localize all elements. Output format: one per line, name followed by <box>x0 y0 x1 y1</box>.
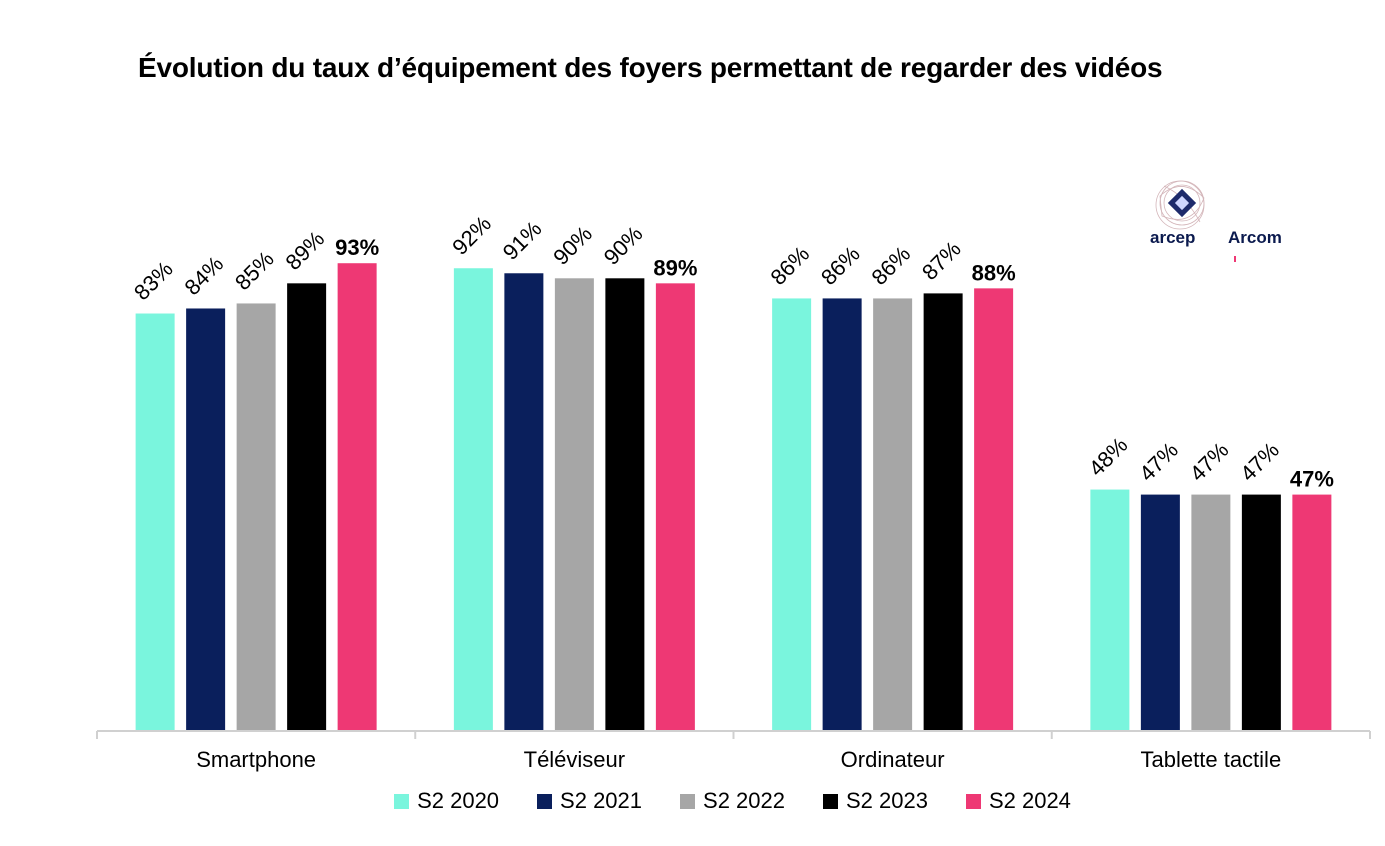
data-label: 47% <box>1235 437 1284 486</box>
bar-smartphone-s2-2020 <box>135 313 175 731</box>
legend-item: S2 2020 <box>394 788 499 814</box>
data-label: 87% <box>917 236 966 285</box>
data-label: 92% <box>447 211 496 260</box>
legend-swatch <box>537 793 553 809</box>
bar-ordinateur-s2-2022 <box>873 298 913 731</box>
arcom-logo-accent <box>1234 256 1236 262</box>
arcep-logo-text: arcep <box>1150 228 1196 247</box>
legend-swatch <box>394 793 410 809</box>
data-label: 90% <box>599 221 648 270</box>
legend-item: S2 2023 <box>822 788 928 814</box>
bars-layer <box>135 263 1332 731</box>
bar-t-l-viseur-s2-2023 <box>605 278 645 731</box>
legend-swatch <box>822 793 838 809</box>
data-label: 89% <box>653 255 697 280</box>
data-label: 91% <box>498 216 547 265</box>
legend-label: S2 2022 <box>703 788 785 813</box>
x-tick-label: Téléviseur <box>524 747 625 772</box>
bar-smartphone-s2-2022 <box>236 303 276 731</box>
data-label: 48% <box>1084 432 1133 481</box>
legend-label: S2 2023 <box>845 788 928 813</box>
x-tick-label: Ordinateur <box>841 747 945 772</box>
bar-ordinateur-s2-2023 <box>923 293 963 731</box>
data-label: 93% <box>335 235 379 260</box>
data-label: 85% <box>230 246 279 295</box>
arcep-logo-icon <box>1155 180 1205 230</box>
bar-smartphone-s2-2024 <box>337 263 377 731</box>
legend: S2 2020 S2 2021 S2 2022 S2 2023 S2 2024 <box>0 788 1385 814</box>
data-label: 84% <box>179 251 228 300</box>
legend-swatch <box>680 793 696 809</box>
legend-label: S2 2024 <box>988 788 1071 813</box>
bar-t-l-viseur-s2-2022 <box>554 278 594 731</box>
legend-item: S2 2022 <box>680 788 785 814</box>
bar-tablette-tactile-s2-2022 <box>1191 494 1231 731</box>
bar-tablette-tactile-s2-2020 <box>1090 489 1130 731</box>
bar-smartphone-s2-2023 <box>287 283 327 731</box>
bar-t-l-viseur-s2-2021 <box>504 273 544 731</box>
chart-title: Évolution du taux d’équipement des foyer… <box>138 52 1163 83</box>
legend-swatch <box>965 793 981 809</box>
data-label: 47% <box>1134 437 1183 486</box>
data-label: 86% <box>866 241 915 290</box>
data-label: 90% <box>548 221 597 270</box>
legend-label: S2 2021 <box>560 788 643 813</box>
legend-label: S2 2020 <box>417 788 500 813</box>
legend-item: S2 2021 <box>537 788 642 814</box>
bar-t-l-viseur-s2-2020 <box>453 268 493 731</box>
bar-tablette-tactile-s2-2024 <box>1292 494 1332 731</box>
data-label: 83% <box>129 256 178 305</box>
bar-smartphone-s2-2021 <box>186 308 226 731</box>
data-label: 88% <box>972 260 1016 285</box>
arcom-logo-text: Arcom <box>1228 228 1282 247</box>
legend-item: S2 2024 <box>965 788 1071 814</box>
x-tick-label: Smartphone <box>196 747 316 772</box>
bar-ordinateur-s2-2021 <box>822 298 862 731</box>
partner-logos: arcep Arcom <box>1148 176 1318 266</box>
x-axis: Smartphone Téléviseur Ordinateur Tablette t… <box>96 730 1371 772</box>
data-label: 47% <box>1290 467 1334 492</box>
data-label: 86% <box>765 241 814 290</box>
bar-ordinateur-s2-2024 <box>974 288 1014 731</box>
bar-tablette-tactile-s2-2023 <box>1241 494 1281 731</box>
bar-ordinateur-s2-2020 <box>772 298 812 731</box>
data-label: 86% <box>816 241 865 290</box>
data-label: 89% <box>280 226 329 275</box>
data-label: 47% <box>1185 437 1234 486</box>
bar-tablette-tactile-s2-2021 <box>1140 494 1180 731</box>
x-tick-label: Tablette tactile <box>1141 747 1282 772</box>
bar-t-l-viseur-s2-2024 <box>655 283 695 731</box>
